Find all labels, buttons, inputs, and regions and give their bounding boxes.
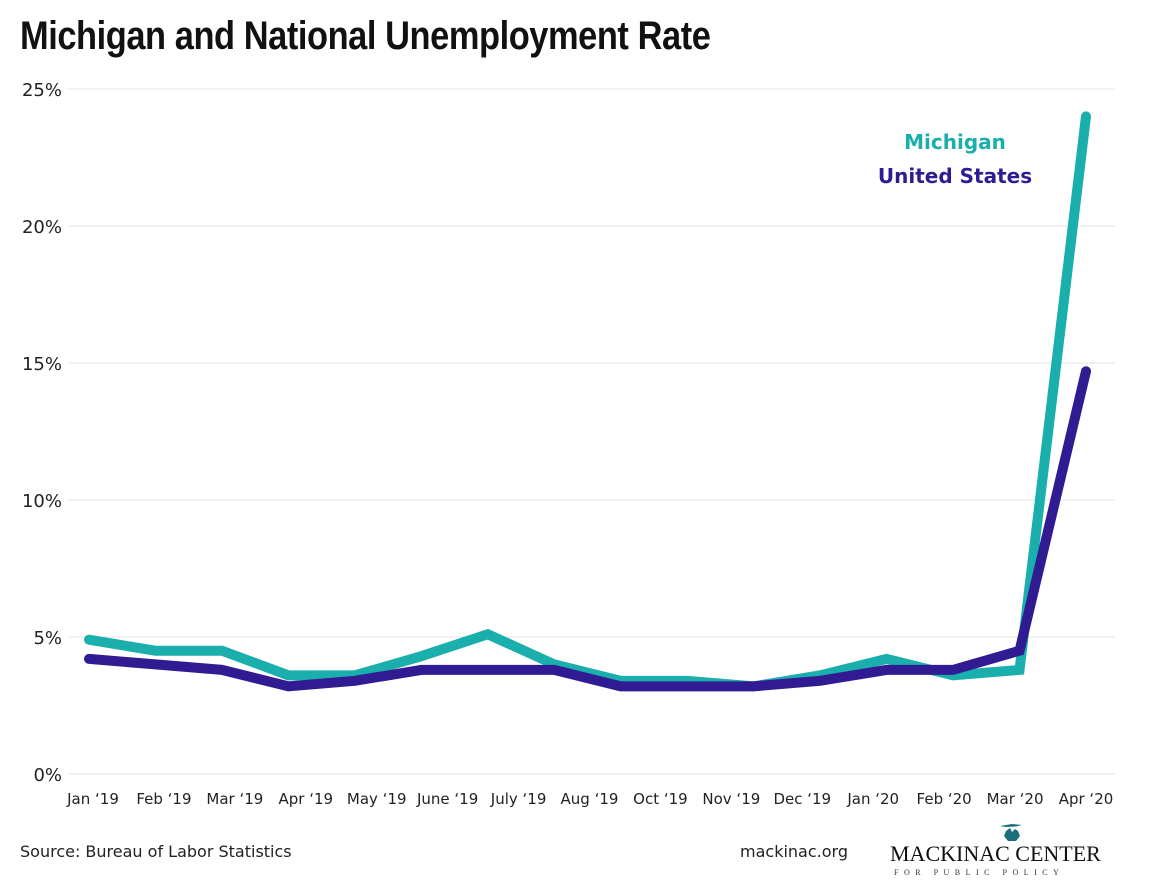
x-tick-label: Dec ‘19 [773,790,831,808]
x-tick-label: Feb ‘19 [136,790,191,808]
y-tick-label: 10% [22,491,62,512]
line-chart: 0% 5% 10% 15% 20% 25% Jan ‘19 Feb ‘19 Mar ‘19 Apr… [22,80,1115,808]
x-tick-label: Mar ‘19 [206,790,263,808]
logo-subtext: FOR PUBLIC POLICY [894,868,1065,877]
x-tick-label: July ‘19 [490,790,547,808]
legend-label: United States [878,164,1032,188]
x-tick-label: Oct ‘19 [633,790,688,808]
source-note: Source: Bureau of Labor Statistics [20,842,292,861]
x-tick-label: Nov ‘19 [702,790,760,808]
series-line-michigan [84,111,1091,692]
y-tick-label: 0% [33,765,62,786]
chart-title: Michigan and National Unemployment Rate [20,14,711,58]
y-tick-label: 5% [33,628,62,649]
mackinac-logo: MACKINAC CENTER FOR PUBLIC POLICY [890,822,1130,880]
site-link[interactable]: mackinac.org [740,842,848,861]
x-tick-label: Mar ‘20 [987,790,1044,808]
logo-text: MACKINAC CENTER [890,841,1101,866]
michigan-map-icon [1000,824,1022,841]
x-tick-label: Aug ‘19 [561,790,619,808]
y-tick-label: 15% [22,354,62,375]
y-tick-label: 25% [22,80,62,101]
series-line-united-states [84,366,1091,692]
legend-label: Michigan [904,130,1006,154]
x-tick-label: Feb ‘20 [917,790,972,808]
x-tick-label: May ‘19 [347,790,407,808]
x-tick-label: Jan ‘19 [66,790,119,808]
x-tick-label: Apr ‘19 [278,790,333,808]
y-tick-label: 20% [22,217,62,238]
x-tick-label: June ‘19 [416,790,478,808]
x-tick-label: Jan ‘20 [846,790,899,808]
x-tick-label: Apr ‘20 [1059,790,1114,808]
